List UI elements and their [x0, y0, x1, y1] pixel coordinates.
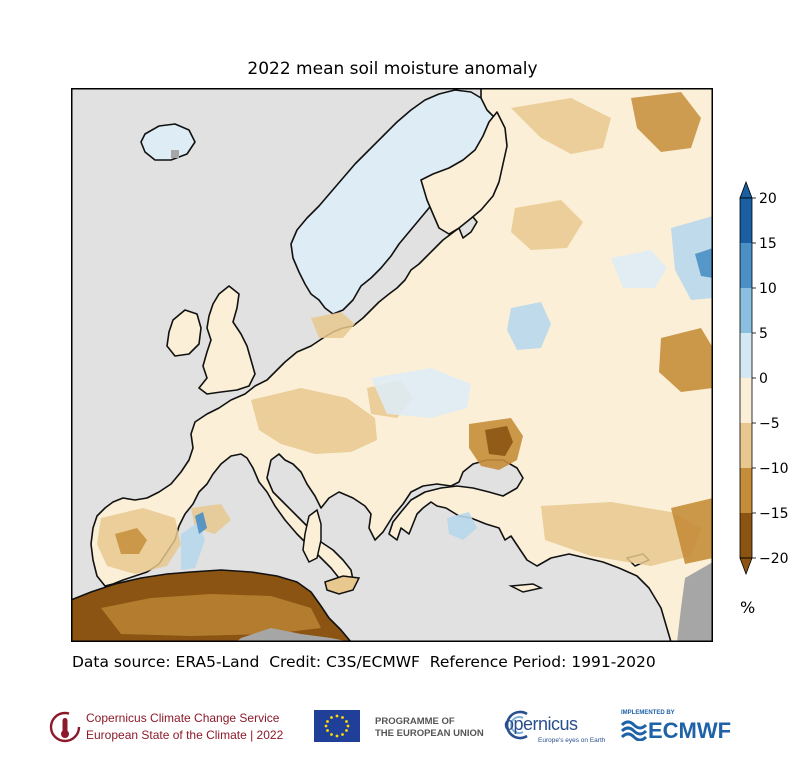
- c3s-name: Copernicus Climate Change Service: [86, 711, 280, 725]
- chart-title: 2022 mean soil moisture anomaly: [247, 59, 538, 79]
- colorbar-band: [740, 333, 752, 378]
- logo-bar: [0, 700, 808, 760]
- colorbar-tick-label: 15: [759, 236, 777, 252]
- land-finland: [420, 111, 508, 235]
- c3s-thermometer-icon: [49, 711, 81, 743]
- colorbar-band: [740, 468, 752, 513]
- eu-programme-line1: PROGRAMME OF: [375, 716, 455, 727]
- land-crete: [508, 583, 544, 593]
- colorbar-tick-label: 20: [759, 191, 777, 207]
- ecmwf-wave-icon: [620, 720, 648, 741]
- colorbar-band: [740, 198, 752, 243]
- colorbar-tick-label: −15: [759, 506, 789, 522]
- land-corsica-sardinia: [302, 508, 322, 564]
- colorbar-band: [740, 513, 752, 558]
- land-ireland: [166, 309, 202, 357]
- copernicus-tagline: Europe's eyes on Earth: [538, 737, 606, 744]
- colorbar-ticks: 20 15 10 5 0 −5 −10 −15 −20: [752, 191, 789, 567]
- c3s-subtitle: European State of the Climate | 2022: [86, 728, 284, 742]
- copernicus-wordmark: opernicus: [504, 714, 578, 734]
- colorbar-band: [740, 378, 752, 423]
- copernicus-c-icon: [505, 710, 528, 740]
- colorbar-tick-label: −5: [759, 416, 780, 432]
- no-data-speck: [171, 150, 179, 158]
- colorbar-tick-label: −10: [759, 461, 789, 477]
- wet-anomaly-patches: [181, 216, 713, 570]
- soil-moisture-map: [71, 88, 713, 642]
- colorbar-bands: [739, 180, 753, 576]
- africa-drier-band: [101, 594, 321, 636]
- colorbar-extend-min: [739, 557, 753, 576]
- colorbar-band: [740, 243, 752, 288]
- land-iceland: [140, 123, 196, 161]
- mideast-no-data: [677, 562, 713, 642]
- dry-anomaly-patches: [97, 92, 713, 574]
- colorbar-unit: %: [740, 598, 756, 617]
- credit-line: Data source: ERA5-Land Credit: C3S/ECMWF…: [72, 653, 656, 671]
- africa-no-data: [236, 628, 351, 642]
- colorbar-band: [740, 423, 752, 468]
- eu-programme-line2: THE EUROPEAN UNION: [375, 728, 484, 739]
- land-great-britain: [198, 285, 256, 395]
- colorbar-extend-max: [739, 180, 753, 199]
- eu-flag-icon: [314, 710, 360, 742]
- colorbar-band: [740, 288, 752, 333]
- ecmwf-wordmark: ECMWF: [648, 718, 732, 743]
- colorbar: 20 15 10 5 0 −5 −10 −15 −20: [739, 180, 789, 576]
- map-frame: [71, 88, 713, 642]
- land-sicily: [324, 575, 361, 595]
- colorbar-tick-label: −20: [759, 551, 789, 567]
- ecmwf-implemented-by: IMPLEMENTED BY: [621, 710, 675, 716]
- colorbar-tick-label: 10: [759, 281, 777, 297]
- colorbar-tick-label: 5: [759, 326, 768, 342]
- colorbar-tick-label: 0: [759, 371, 768, 387]
